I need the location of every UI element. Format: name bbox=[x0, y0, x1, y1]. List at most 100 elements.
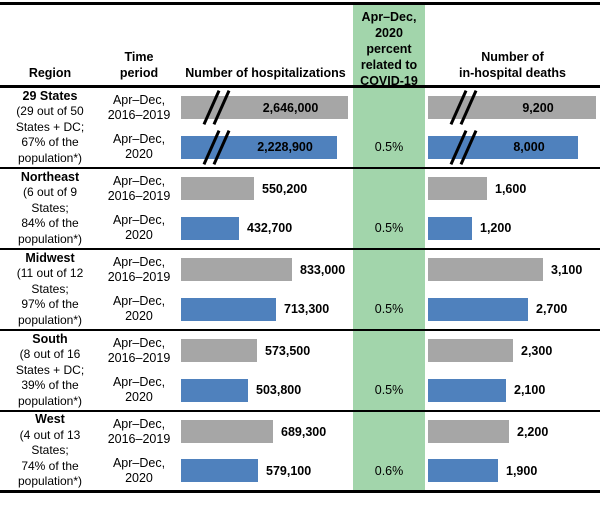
header-hospitalizations: Number of hospitalizations bbox=[178, 5, 353, 85]
bar-hospitalizations-2016-2019 bbox=[181, 420, 273, 443]
bar-deaths-2020: 8,000 bbox=[428, 129, 578, 165]
time-period-2020: Apr–Dec, 2020 bbox=[112, 375, 166, 405]
bar-value-label: 689,300 bbox=[281, 424, 327, 439]
covid-percent-cell: 0.5% bbox=[353, 88, 425, 167]
bar-value-label: 2,228,900 bbox=[257, 140, 313, 155]
bar-row: 833,000 bbox=[178, 250, 353, 290]
break-slash bbox=[459, 90, 478, 126]
bar-deaths-2020 bbox=[428, 378, 506, 402]
bar-deaths-2020 bbox=[428, 216, 472, 240]
hospitalizations-cell: 550,200 432,700 bbox=[178, 169, 353, 248]
covid-percent-value: 0.6% bbox=[374, 463, 404, 478]
bar-row: 2,100 bbox=[425, 371, 600, 411]
region-label-cell: Midwest (11 out of 12 States; 97% of the… bbox=[0, 250, 100, 329]
region-details: (6 out of 9 States; 84% of the populatio… bbox=[17, 185, 83, 246]
bar-row: 432,700 bbox=[178, 209, 353, 249]
time-period-2016-2019: Apr–Dec, 2016–2019 bbox=[107, 335, 171, 365]
hospitalizations-cell: 833,000 713,300 bbox=[178, 250, 353, 329]
deaths-cell: 3,100 2,700 bbox=[425, 250, 600, 329]
bar-row: 1,900 bbox=[425, 451, 600, 490]
header-covid-percent: Apr–Dec, 2020 percent related to COVID-1… bbox=[353, 5, 425, 88]
break-slash bbox=[212, 129, 231, 165]
bar-value-label: 2,646,000 bbox=[262, 100, 319, 115]
header-deaths-label: Number of in-hospital deaths bbox=[459, 50, 566, 80]
covid-percent-value: 0.5% bbox=[374, 140, 404, 155]
region-details: (11 out of 12 States; 97% of the populat… bbox=[16, 266, 84, 327]
bar-value-label: 1,200 bbox=[480, 221, 512, 236]
bar-hospitalizations-2020 bbox=[181, 459, 258, 482]
time-period-cell: Apr–Dec, 2016–2019 Apr–Dec, 2020 bbox=[100, 250, 178, 329]
time-period-2016-2019: Apr–Dec, 2016–2019 bbox=[107, 173, 171, 203]
bar-value-label: 2,100 bbox=[514, 383, 546, 398]
covid-percent-spacer bbox=[353, 412, 425, 451]
hospitalizations-cell: 573,500 503,800 bbox=[178, 331, 353, 410]
covid-percent-spacer bbox=[353, 250, 425, 290]
hospitalizations-cell: 689,300 579,100 bbox=[178, 412, 353, 490]
bar-deaths-2020 bbox=[428, 459, 498, 482]
region-label-cell: Northeast (6 out of 9 States; 84% of the… bbox=[0, 169, 100, 248]
time-period-cell: Apr–Dec, 2016–2019 Apr–Dec, 2020 bbox=[100, 88, 178, 167]
deaths-cell: 2,200 1,900 bbox=[425, 412, 600, 490]
bar-deaths-2016-2019 bbox=[428, 339, 513, 363]
bar-row: 2,200 bbox=[425, 412, 600, 451]
bar-value-label: 3,100 bbox=[551, 262, 583, 277]
header-time-period: Time period bbox=[100, 5, 178, 85]
covid-percent-cell: 0.5% bbox=[353, 169, 425, 248]
region-details: (4 out of 13 States; 74% of the populati… bbox=[17, 427, 83, 489]
time-period-cell: Apr–Dec, 2016–2019 Apr–Dec, 2020 bbox=[100, 169, 178, 248]
covid-percent-cell: 0.5% bbox=[353, 250, 425, 329]
deaths-cell: 9,200 8,000 bbox=[425, 88, 600, 167]
region-details: (29 out of 50 States + DC; 67% of the po… bbox=[15, 104, 85, 165]
region-block-northeast: Northeast (6 out of 9 States; 84% of the… bbox=[0, 169, 600, 250]
region-label-cell: 29 States (29 out of 50 States + DC; 67%… bbox=[0, 88, 100, 167]
bar-value-label: 8,000 bbox=[513, 140, 545, 155]
bar-hospitalizations-2020 bbox=[181, 378, 248, 402]
region-name: West bbox=[35, 412, 65, 427]
bar-row: 689,300 bbox=[178, 412, 353, 451]
region-block-west: West (4 out of 13 States; 74% of the pop… bbox=[0, 412, 600, 493]
axis-break-icon bbox=[449, 129, 478, 166]
break-slash bbox=[449, 129, 468, 165]
break-slash bbox=[212, 90, 231, 126]
break-slash bbox=[202, 90, 221, 126]
bar-row: 573,500 bbox=[178, 331, 353, 371]
bar-hospitalizations-2016-2019 bbox=[181, 339, 257, 363]
time-period-2016-2019: Apr–Dec, 2016–2019 bbox=[107, 254, 171, 284]
covid-percent-spacer bbox=[353, 169, 425, 209]
header-region: Region bbox=[0, 5, 100, 85]
bar-row: 2,646,000 bbox=[178, 88, 353, 128]
covid-percent-value: 0.5% bbox=[374, 302, 404, 317]
bar-deaths-2016-2019 bbox=[428, 177, 487, 201]
bar-hospitalizations-2020 bbox=[181, 216, 239, 240]
time-period-2020: Apr–Dec, 2020 bbox=[112, 213, 166, 243]
covid-percent-cell: 0.5% bbox=[353, 331, 425, 410]
region-name: South bbox=[32, 331, 68, 346]
region-name: Northeast bbox=[20, 169, 80, 184]
time-period-2016-2019: Apr–Dec, 2016–2019 bbox=[107, 92, 171, 122]
axis-break-icon bbox=[202, 89, 231, 126]
region-block-midwest: Midwest (11 out of 12 States; 97% of the… bbox=[0, 250, 600, 331]
header-hospitalizations-label: Number of hospitalizations bbox=[185, 66, 346, 80]
bar-value-label: 1,900 bbox=[506, 463, 538, 478]
header-covid-percent-label: Apr–Dec, 2020 percent related to COVID-1… bbox=[360, 10, 418, 88]
region-label-cell: South (8 out of 16 States + DC; 39% of t… bbox=[0, 331, 100, 410]
bar-hospitalizations-2020: 2,228,900 bbox=[181, 129, 337, 165]
data-table: Region Time period Number of hospitaliza… bbox=[0, 2, 600, 493]
bar-value-label: 1,600 bbox=[495, 181, 527, 196]
bar-value-label: 503,800 bbox=[256, 383, 302, 398]
covid-percent-value: 0.5% bbox=[374, 383, 404, 398]
bar-row: 713,300 bbox=[178, 290, 353, 330]
break-slash bbox=[202, 129, 221, 165]
bar-hospitalizations-2016-2019: 2,646,000 bbox=[181, 90, 348, 126]
bar-value-label: 573,500 bbox=[265, 343, 311, 358]
bar-hospitalizations-2020 bbox=[181, 297, 276, 321]
covid-percent-cell: 0.6% bbox=[353, 412, 425, 490]
bar-row: 9,200 bbox=[425, 88, 600, 128]
bar-value-label: 2,700 bbox=[536, 302, 568, 317]
table-header-row: Region Time period Number of hospitaliza… bbox=[0, 5, 600, 88]
region-block-29-states: 29 States (29 out of 50 States + DC; 67%… bbox=[0, 88, 600, 169]
bar-row: 2,700 bbox=[425, 290, 600, 330]
covid-percent-spacer bbox=[353, 88, 425, 128]
break-slash bbox=[449, 90, 468, 126]
